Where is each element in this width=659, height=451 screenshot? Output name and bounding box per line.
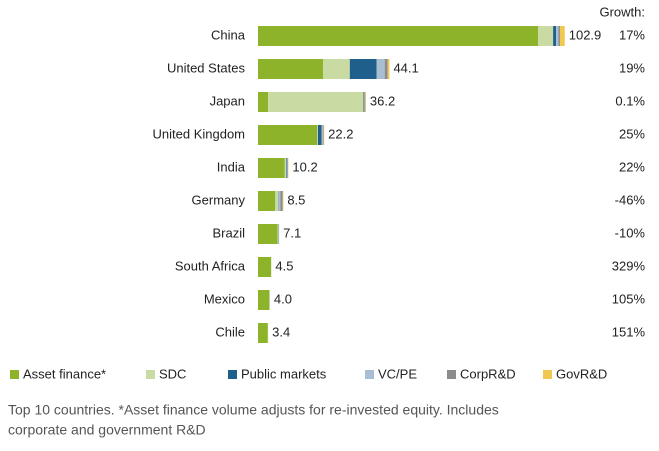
bar-segment (287, 158, 288, 178)
legend-swatch (447, 370, 456, 379)
bar-segment (286, 158, 287, 178)
bar-segment (388, 59, 390, 79)
bar-segment (258, 158, 285, 178)
bar-segment (318, 125, 322, 145)
total-label: 4.0 (274, 291, 292, 306)
bar-segment (321, 125, 322, 145)
legend-swatch (365, 370, 374, 379)
bar-segment (258, 290, 269, 310)
bar-segment (324, 125, 325, 145)
bar-segment (385, 59, 388, 79)
category-label: South Africa (175, 258, 246, 273)
bar-segment (553, 26, 556, 46)
growth-label: 22% (619, 159, 645, 174)
total-label: 22.2 (328, 126, 353, 141)
total-label: 7.1 (283, 225, 301, 240)
bar-segment (560, 26, 565, 46)
growth-title: Growth: (599, 4, 645, 19)
bar-segment (258, 323, 268, 343)
bar-segment (317, 125, 318, 145)
bar-segment (364, 92, 365, 112)
category-label: United States (167, 60, 246, 75)
bar-segment (279, 191, 281, 211)
legend-label: VC/PE (378, 366, 417, 381)
bar-segment (323, 125, 324, 145)
growth-label: 329% (612, 258, 646, 273)
bar-segment (288, 158, 289, 178)
growth-label: -46% (615, 192, 646, 207)
bar-segment (365, 92, 366, 112)
legend-swatch (543, 370, 552, 379)
legend-swatch (10, 370, 19, 379)
legend-label: Public markets (241, 366, 327, 381)
bar-segment (377, 59, 385, 79)
category-label: United Kingdom (153, 126, 246, 141)
bar-segment (323, 59, 350, 79)
bar-segment (258, 125, 317, 145)
growth-label: 19% (619, 60, 645, 75)
total-label: 8.5 (287, 192, 305, 207)
bar-segment (283, 191, 284, 211)
legend-swatch (146, 370, 155, 379)
total-label: 3.4 (272, 324, 290, 339)
bar-segment (556, 26, 558, 46)
total-label: 36.2 (370, 93, 395, 108)
legend-label: GovR&D (556, 366, 607, 381)
legend-label: SDC (159, 366, 186, 381)
bar-segment (350, 59, 377, 79)
bar-segment (258, 191, 275, 211)
growth-label: 151% (612, 324, 646, 339)
bar-segment (538, 26, 553, 46)
legend-label: Asset finance* (23, 366, 106, 381)
category-label: Chile (215, 324, 245, 339)
caption-line: Top 10 countries. *Asset finance volume … (8, 402, 499, 418)
bar-segment (258, 59, 323, 79)
bar-segment (258, 92, 268, 112)
total-label: 10.2 (292, 159, 317, 174)
category-label: China (211, 27, 246, 42)
bar-segment (258, 26, 538, 46)
bar-segment (258, 257, 271, 277)
category-label: Germany (192, 192, 246, 207)
legend-swatch (228, 370, 237, 379)
bar-segment (364, 92, 365, 112)
category-label: Brazil (212, 225, 245, 240)
bar-segment (275, 191, 278, 211)
bar-segment (558, 26, 559, 46)
bar-segment (258, 224, 278, 244)
legend-label: CorpR&D (460, 366, 516, 381)
bar-segment (268, 92, 363, 112)
category-label: Japan (210, 93, 245, 108)
growth-label: -10% (615, 225, 646, 240)
total-label: 4.5 (275, 258, 293, 273)
total-label: 102.9 (569, 27, 602, 42)
growth-label: 105% (612, 291, 646, 306)
bar-segment (278, 224, 279, 244)
total-label: 44.1 (393, 60, 418, 75)
category-label: India (217, 159, 246, 174)
caption-line: corporate and government R&D (8, 422, 206, 438)
growth-label: 25% (619, 126, 645, 141)
category-label: Mexico (204, 291, 245, 306)
bar-segment (280, 191, 282, 211)
growth-label: 0.1% (615, 93, 645, 108)
growth-label: 17% (619, 27, 645, 42)
bar-segment (285, 158, 286, 178)
